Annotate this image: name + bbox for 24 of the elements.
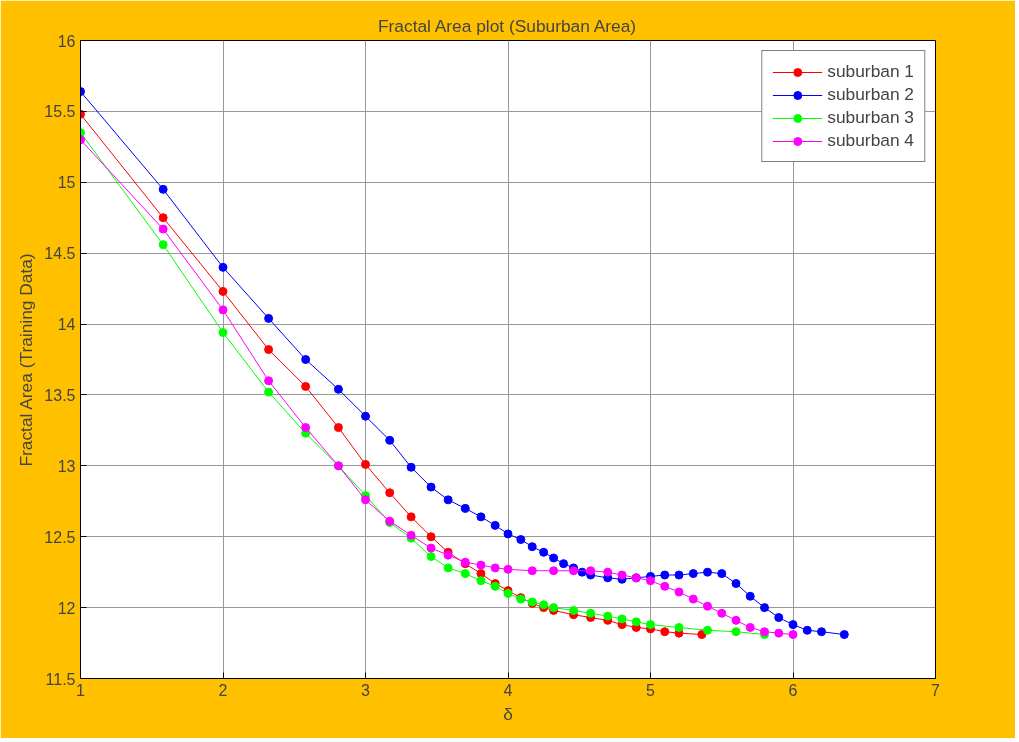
y-tick-label: 14	[57, 316, 76, 334]
y-tick-label: 16	[57, 32, 76, 50]
y-tick-label: 13.5	[44, 386, 76, 404]
legend-label: suburban 4	[827, 130, 914, 151]
y-tick-label: 11.5	[45, 670, 76, 688]
x-tick-label: 3	[361, 681, 371, 699]
y-tick-label: 15.5	[44, 103, 76, 121]
legend-label: suburban 2	[827, 84, 914, 105]
y-tick-label: 13	[57, 457, 76, 475]
x-tick-label: 5	[646, 681, 656, 699]
x-tick-label: 1	[76, 681, 86, 699]
y-tick-label: 12	[57, 599, 76, 617]
legend-label: suburban 1	[827, 61, 914, 82]
y-axis-title: Fractal Area (Training Data)	[16, 253, 37, 467]
x-tick-label: 2	[218, 681, 228, 699]
x-tick-label: 6	[788, 681, 798, 699]
x-tick-label: 4	[503, 681, 513, 699]
y-tick-label: 14.5	[44, 245, 76, 263]
x-axis-title: δ	[503, 703, 513, 724]
chart-title: Fractal Area plot (Suburban Area)	[377, 15, 637, 36]
legend-label: suburban 3	[827, 107, 914, 128]
y-tick-label: 15	[57, 174, 76, 192]
y-tick-label: 12.5	[44, 528, 76, 546]
x-tick-label: 7	[931, 681, 941, 699]
